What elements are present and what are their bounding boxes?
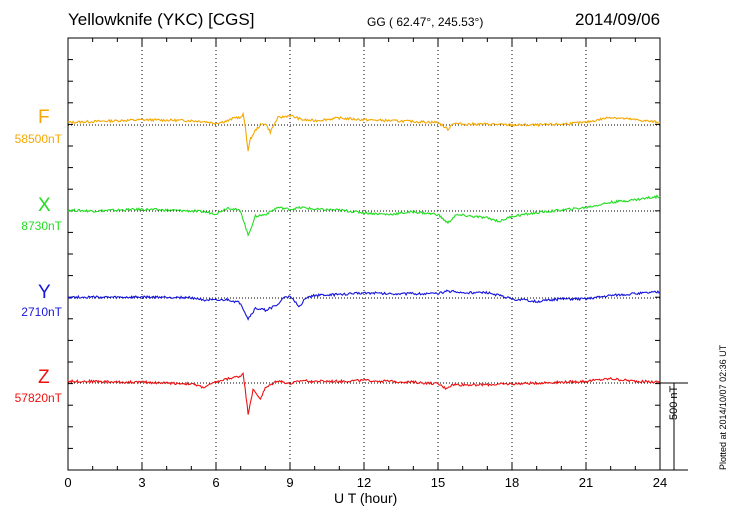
component-label-z: Z	[38, 367, 50, 388]
x-axis-label: U T (hour)	[334, 490, 398, 506]
scale-bar	[660, 382, 688, 471]
component-label-f: F	[38, 107, 50, 128]
x-tick-label: 0	[64, 475, 72, 490]
series-line-y	[67, 289, 661, 321]
series-lines	[67, 111, 661, 415]
baseline-label-z: 57820nT	[14, 391, 62, 405]
scale-bar-label: 500 nT	[668, 385, 680, 420]
tick-marks	[67, 38, 661, 470]
series-line-x	[67, 194, 661, 237]
series-line-f	[67, 111, 661, 152]
baseline-label-x: 8730nT	[21, 219, 62, 233]
baseline-label-f: 58500nT	[14, 132, 62, 146]
x-tick-label: 21	[578, 475, 594, 490]
x-tick-label: 9	[286, 475, 294, 490]
x-tick-label: 15	[430, 475, 446, 490]
station-title: Yellowknife (YKC) [CGS]	[68, 10, 255, 29]
grid	[68, 38, 660, 470]
geo-coords: GG ( 62.47°, 245.53°)	[367, 15, 484, 29]
x-tick-label: 24	[652, 475, 668, 490]
component-label-x: X	[38, 195, 51, 216]
baseline-label-y: 2710nT	[21, 305, 62, 319]
x-tick-label: 6	[212, 475, 220, 490]
component-label-y: Y	[38, 282, 51, 303]
plotted-timestamp: Plotted at 2014/10/07 02:36 UT	[718, 344, 728, 470]
series-line-z	[67, 372, 661, 415]
x-tick-label: 12	[356, 475, 372, 490]
plot-date: 2014/09/06	[575, 10, 661, 29]
x-tick-label: 3	[138, 475, 146, 490]
x-tick-label: 18	[504, 475, 520, 490]
